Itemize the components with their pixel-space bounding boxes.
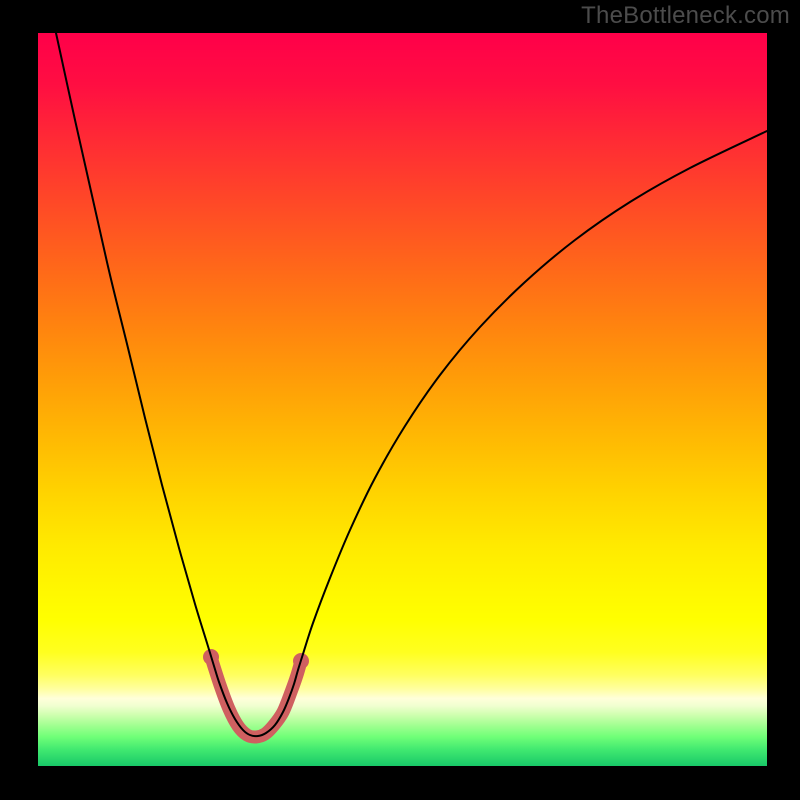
chart-svg: [0, 0, 800, 800]
plot-area-gradient: [38, 33, 767, 766]
watermark-text: TheBottleneck.com: [581, 2, 790, 30]
